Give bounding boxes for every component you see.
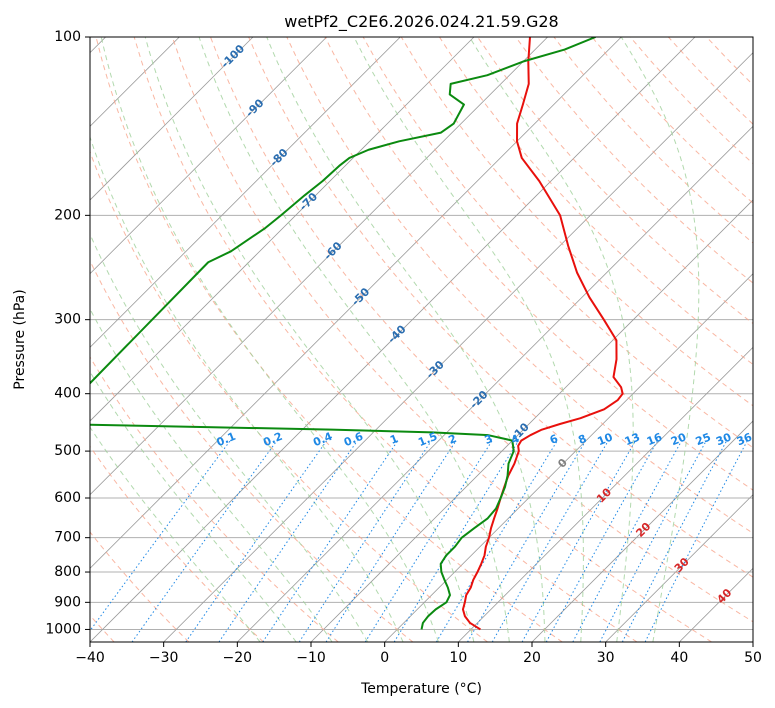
moist-adiabat--5 [90,233,369,642]
mixing-ratio-line-1-5 [298,440,432,642]
y-axis: 100 200 300 400 500 600 700 800 900 1000 [45,29,90,637]
dry-adiabat--20 [90,445,264,642]
isotherm--100 [90,37,254,201]
dry-adiabat-100 [400,37,753,407]
dry-adiabat-110 [439,37,753,366]
dry-adiabat-60 [248,37,753,578]
mixing-ratio-line-0-4 [185,440,328,642]
dry-adiabat-40 [171,37,712,642]
dry-adiabat--30 [90,531,190,642]
mixing-ratio-label: 20 [669,430,688,448]
x-tick-label: 30 [597,650,615,666]
dry-adiabat-50 [210,37,753,623]
moist-adiabat-25 [353,37,584,642]
mixing-ratio-label: 3 [483,432,495,447]
x-tick-label: 10 [449,650,467,666]
dry-adiabat-130 [515,37,753,284]
mixing-ratio-line-0-6 [218,440,358,642]
mixing-ratio-line-1 [262,440,399,642]
mixing-ratio-label: 16 [645,430,664,448]
mixing-ratio-line-4 [393,440,520,642]
isotherm--70 [90,37,475,422]
y-tick-label: 600 [54,490,81,506]
mixing-ratio-line-8 [467,440,587,642]
isotherm-30 [605,494,753,642]
x-tick-label: −20 [223,650,253,666]
mixing-ratio-label: 30 [714,430,733,448]
isotherm-20 [531,420,753,642]
x-tick-label: 0 [380,650,389,666]
moist-adiabat-5 [100,37,439,642]
y-tick-label: 1000 [45,621,81,637]
y-tick-label: 100 [54,29,81,45]
y-tick-label: 400 [54,386,81,402]
mixing-ratio-line-2 [325,440,457,642]
x-axis-label: Temperature (°C) [360,681,482,697]
dry-adiabat-30 [133,37,638,642]
x-tick-label: −40 [75,650,105,666]
temperature-line [461,37,624,631]
y-tick-label: 900 [54,594,81,610]
dry-adiabat--10 [90,356,339,642]
mixing-ratio-label: 10 [596,430,615,448]
sounding-series [90,37,624,631]
isotherm--60 [90,37,548,496]
chart-title: wetPf2_C2E6.2026.024.21.59.G28 [284,12,558,32]
isotherm-0 [384,273,753,642]
moist-adiabat--20 [90,426,261,642]
y-tick-label: 500 [54,443,81,459]
mixing-ratio-line-16 [545,440,659,642]
mixing-ratio-label: 8 [576,432,588,447]
mixing-ratio-label: 36 [735,430,754,448]
x-axis: −40 −30 −20 −10 0 10 20 30 40 50 [75,642,762,666]
isotherm--50 [90,37,622,569]
x-tick-label: 20 [523,650,541,666]
dewpoint-line [90,37,596,630]
moist-adiabat--15 [90,370,297,642]
mixing-ratio-label: 2 [446,432,458,447]
x-tick-label: 50 [744,650,762,666]
isotherm--30 [163,52,753,642]
mixing-ratio-line-0-1 [90,440,231,632]
mixing-ratio-line-20 [572,440,683,642]
mixing-ratio-line-0-2 [131,440,278,642]
moist-adiabat-20 [266,37,546,642]
isotherm--20 [237,125,753,642]
x-tick-label: −30 [149,650,179,666]
dry-adiabat-0 [90,259,414,642]
mixing-ratio-label: 13 [623,431,642,449]
dry-adiabat-70 [286,37,753,534]
mixing-ratio-line-13 [521,440,637,642]
isotherm--80 [90,37,401,348]
y-tick-label: 700 [54,530,81,546]
background-lines [90,37,753,642]
x-tick-label: −10 [296,650,326,666]
mixing-ratio-line-6 [435,440,558,642]
y-tick-label: 200 [54,207,81,223]
isotherm--40 [90,37,696,642]
x-tick-label: 40 [670,650,688,666]
y-axis-label: Pressure (hPa) [12,289,28,389]
y-tick-label: 300 [54,312,81,328]
dry-adiabat-20 [95,37,563,642]
mixing-ratio-line-3 [364,440,493,642]
moist-adiabat-0 [90,135,404,642]
isotherm-10 [458,346,753,642]
mixing-ratio-label: 25 [694,431,713,449]
moist-adiabat-35 [620,37,700,642]
mixing-ratio-label: 1 [388,432,400,447]
plot-frame [89,36,754,643]
mixing-ratio-line-36 [644,440,748,642]
dry-adiabat-10 [90,150,488,642]
y-tick-label: 800 [54,564,81,580]
isotherm--90 [90,37,327,275]
moist-adiabat-10 [144,37,475,642]
